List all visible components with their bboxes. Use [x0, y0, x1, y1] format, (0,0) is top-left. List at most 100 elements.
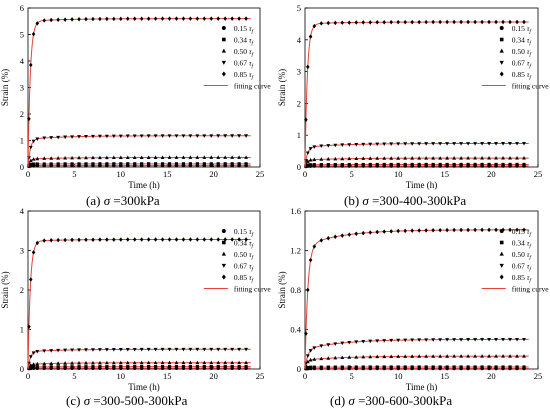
data-point-d-2 [319, 356, 324, 361]
data-point-c-4 [27, 324, 31, 330]
data-point-c-4 [223, 237, 227, 242]
x-tick-label-b: 15 [441, 169, 450, 179]
data-point-c-2 [91, 360, 95, 365]
data-point-d-4 [445, 227, 449, 233]
data-point-a-1 [119, 162, 123, 166]
data-point-c-1 [126, 365, 130, 369]
legend-label-d-4: 0.85 τf [512, 273, 533, 284]
data-point-d-4 [368, 230, 372, 235]
data-point-d-4 [375, 229, 379, 235]
data-point-d-4 [410, 228, 414, 233]
data-point-a-4 [237, 16, 241, 21]
data-point-b-3 [424, 142, 429, 146]
data-point-c-1 [112, 365, 116, 369]
data-point-d-1 [487, 365, 491, 369]
data-point-b-2 [480, 156, 484, 160]
data-point-a-2 [244, 155, 248, 159]
data-point-c-4 [230, 237, 234, 242]
data-point-c-2 [35, 361, 40, 366]
data-point-c-2 [223, 360, 228, 365]
data-point-d-1 [452, 365, 456, 369]
data-point-b-2 [459, 156, 464, 160]
x-axis-label-c: Time (h) [128, 382, 159, 392]
data-point-a-3 [118, 134, 123, 139]
data-point-d-3 [347, 340, 352, 345]
data-point-a-2 [49, 156, 54, 160]
data-point-a-1 [237, 162, 241, 166]
data-point-b-3 [340, 143, 345, 147]
data-point-b-2 [305, 159, 310, 163]
data-point-a-1 [160, 162, 165, 166]
data-point-b-3 [431, 142, 436, 146]
data-point-d-3 [396, 338, 401, 343]
data-point-b-1 [438, 162, 442, 167]
x-tick-label-b: 25 [534, 169, 543, 179]
x-tick-label-b: 20 [487, 169, 496, 179]
data-point-d-1 [438, 365, 442, 369]
data-point-b-2 [466, 156, 471, 160]
data-point-a-3 [160, 134, 165, 138]
data-point-b-2 [354, 156, 359, 161]
data-point-d-2 [340, 355, 345, 360]
data-point-b-2 [340, 156, 345, 161]
data-point-d-1 [340, 365, 344, 369]
data-point-c-3 [139, 347, 144, 352]
data-point-b-2 [452, 156, 457, 160]
data-point-d-2 [445, 354, 450, 358]
data-point-d-3 [438, 338, 443, 342]
data-point-a-4 [139, 16, 144, 21]
data-point-a-3 [70, 135, 74, 139]
data-point-d-1 [306, 365, 310, 370]
data-point-c-2 [31, 362, 36, 366]
x-axis-label-a: Time (h) [128, 180, 159, 190]
data-point-d-4 [508, 227, 512, 233]
data-point-d-2 [466, 354, 471, 358]
data-point-d-2 [368, 354, 373, 359]
data-point-b-4 [403, 19, 407, 25]
data-point-d-1 [522, 365, 526, 369]
data-point-a-2 [174, 155, 179, 159]
legend-label-a-3: 0.67 τf [234, 59, 255, 70]
data-point-d-3 [340, 341, 345, 346]
data-point-b-2 [326, 157, 331, 161]
data-point-c-2 [98, 360, 102, 365]
data-point-b-4 [494, 19, 498, 25]
data-point-d-1 [333, 365, 337, 369]
data-point-a-1 [230, 162, 234, 166]
data-point-c-3 [146, 347, 151, 352]
data-point-d-3 [368, 339, 373, 344]
data-point-d-4 [396, 228, 400, 234]
data-point-d-3 [333, 342, 338, 346]
data-point-d-1 [424, 365, 428, 369]
data-point-a-1 [244, 162, 248, 166]
data-point-a-1 [98, 162, 102, 166]
data-point-c-3 [56, 348, 61, 353]
data-point-d-4 [333, 234, 338, 240]
data-point-a-2 [84, 155, 88, 160]
data-point-d-3 [417, 338, 422, 342]
data-point-a-1 [223, 162, 227, 166]
data-point-d-1 [445, 365, 449, 369]
data-point-a-1 [91, 162, 95, 166]
data-point-b-1 [306, 163, 310, 167]
data-point-b-3 [396, 142, 401, 146]
y-tick-label-b: 3 [297, 67, 301, 77]
y-tick-label-b: 5 [297, 3, 301, 13]
data-point-d-2 [333, 355, 338, 360]
data-point-b-1 [389, 162, 393, 167]
x-tick-label-b: 0 [303, 169, 307, 179]
data-point-c-3 [91, 348, 95, 352]
data-point-a-1 [77, 162, 81, 166]
data-point-a-4 [244, 16, 248, 21]
data-point-a-4 [153, 16, 158, 21]
y-tick-label-d: 0 [297, 364, 301, 374]
data-point-c-4 [70, 237, 74, 243]
plot-frame-a [27, 7, 261, 168]
data-point-d-2 [389, 354, 394, 358]
data-point-a-3 [104, 134, 109, 139]
data-point-b-4 [424, 19, 428, 25]
legend-label-c-1: 0.34 τf [234, 239, 255, 250]
data-point-d-4 [382, 229, 386, 234]
data-point-c-3 [63, 348, 68, 353]
data-point-a-4 [31, 31, 36, 37]
